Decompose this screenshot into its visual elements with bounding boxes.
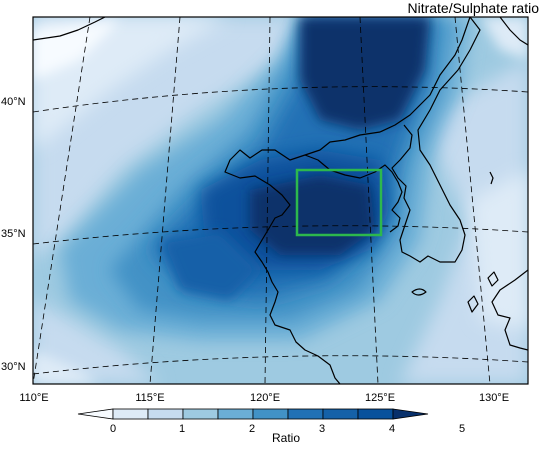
colorbar-tick-1: 1: [178, 423, 186, 435]
graticule: [33, 17, 528, 384]
colorbar-tick-5: 5: [458, 423, 466, 435]
coastline-bohai-liaodong: [304, 154, 403, 233]
colorbar-tick-0: 0: [109, 423, 117, 435]
colorbar-bin-9: [392, 408, 429, 420]
latitude-label-30n: 30°N: [1, 361, 26, 373]
longitude-line-110e: [33, 17, 91, 384]
colorbar-bin-0: [77, 408, 114, 420]
ratio-field: [33, 17, 528, 384]
map-title: Nitrate/Sulphate ratio: [407, 0, 539, 16]
map-frame: [32, 16, 529, 385]
colorbar-bin-5: [252, 408, 289, 420]
colorbar-bin-8: [357, 408, 394, 420]
coastline-japan: [491, 269, 528, 351]
colorbar-bin-3: [182, 408, 219, 420]
coastline-northwest: [33, 17, 106, 41]
colorbar-tick-3: 3: [318, 423, 326, 435]
highlight-box: [295, 168, 383, 237]
longitude-line-120e: [264, 17, 271, 384]
longitude-line-115e: [149, 17, 181, 384]
coastline-tsushima: [467, 295, 479, 313]
colorbar-bin-1: [112, 408, 149, 420]
colorbar-label: Ratio: [271, 431, 301, 445]
latitude-label-40n: 40°N: [1, 96, 26, 108]
longitude-label-120e: 120°E: [249, 392, 281, 404]
longitude-label-115e: 115°E: [135, 392, 165, 404]
longitude-label-130e: 130°E: [478, 392, 510, 404]
colorbar-tick-4: 4: [388, 423, 396, 435]
latitude-label-35n: 35°N: [1, 228, 26, 240]
colorbar: [77, 408, 429, 420]
colorbar-bin-4: [217, 408, 254, 420]
colorbar-bin-6: [287, 408, 324, 420]
longitude-label-125e: 125°E: [364, 392, 396, 404]
longitude-line-125e: [359, 17, 379, 384]
coastline-ulleung: [489, 171, 494, 185]
coastline-korean-peninsula: [391, 17, 481, 263]
coastline-northeast: [499, 17, 528, 46]
colorbar-tick-2: 2: [248, 423, 256, 435]
coastline-mainland-china: [224, 17, 471, 384]
longitude-label-110e: 110°E: [19, 392, 49, 404]
colorbar-bin-2: [147, 408, 184, 420]
coastline-island: [487, 271, 499, 287]
longitude-line-130e: [454, 17, 491, 384]
coastline-jeju: [411, 288, 427, 296]
colorbar-bin-7: [322, 408, 359, 420]
coastlines: [33, 17, 528, 384]
